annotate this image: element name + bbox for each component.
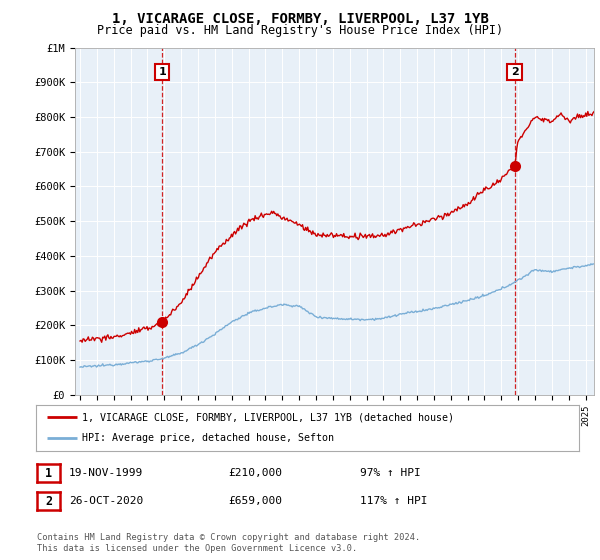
- Text: 2: 2: [511, 67, 518, 77]
- Text: 19-NOV-1999: 19-NOV-1999: [69, 468, 143, 478]
- Text: Contains HM Land Registry data © Crown copyright and database right 2024.
This d: Contains HM Land Registry data © Crown c…: [37, 533, 421, 553]
- Text: 26-OCT-2020: 26-OCT-2020: [69, 496, 143, 506]
- Text: Price paid vs. HM Land Registry's House Price Index (HPI): Price paid vs. HM Land Registry's House …: [97, 24, 503, 36]
- Text: 97% ↑ HPI: 97% ↑ HPI: [360, 468, 421, 478]
- Text: £210,000: £210,000: [228, 468, 282, 478]
- Text: £659,000: £659,000: [228, 496, 282, 506]
- Text: 117% ↑ HPI: 117% ↑ HPI: [360, 496, 427, 506]
- Text: 1: 1: [158, 67, 166, 77]
- Text: 1: 1: [45, 466, 52, 480]
- Text: 1, VICARAGE CLOSE, FORMBY, LIVERPOOL, L37 1YB (detached house): 1, VICARAGE CLOSE, FORMBY, LIVERPOOL, L3…: [82, 412, 454, 422]
- Text: 1, VICARAGE CLOSE, FORMBY, LIVERPOOL, L37 1YB: 1, VICARAGE CLOSE, FORMBY, LIVERPOOL, L3…: [112, 12, 488, 26]
- Text: HPI: Average price, detached house, Sefton: HPI: Average price, detached house, Seft…: [82, 433, 334, 444]
- Text: 2: 2: [45, 494, 52, 508]
